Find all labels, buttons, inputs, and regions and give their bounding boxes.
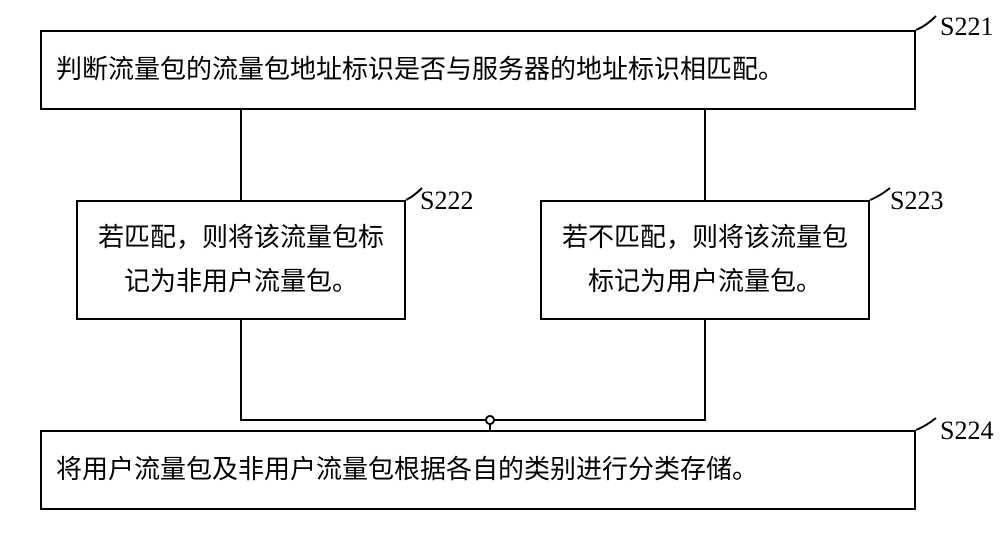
node-s221-text: 判断流量包的流量包地址标识是否与服务器的地址标识相匹配。 [56,48,900,92]
node-s223-text: 若不匹配，则将该流量包标记为用户流量包。 [556,216,854,304]
node-s222: 若匹配，则将该流量包标记为非用户流量包。 [76,200,406,320]
node-s224-text: 将用户流量包及非用户流量包根据各自的类别进行分类存储。 [56,448,900,492]
node-s221: 判断流量包的流量包地址标识是否与服务器的地址标识相匹配。 [40,30,916,110]
label-s222: S222 [420,186,473,216]
label-s224: S224 [940,416,993,446]
node-s224: 将用户流量包及非用户流量包根据各自的类别进行分类存储。 [40,430,916,510]
node-s222-text: 若匹配，则将该流量包标记为非用户流量包。 [92,216,390,304]
node-s223: 若不匹配，则将该流量包标记为用户流量包。 [540,200,870,320]
flowchart-canvas: 判断流量包的流量包地址标识是否与服务器的地址标识相匹配。 S221 若匹配，则将… [0,0,1000,544]
label-s221: S221 [940,12,993,42]
label-s223: S223 [890,186,943,216]
